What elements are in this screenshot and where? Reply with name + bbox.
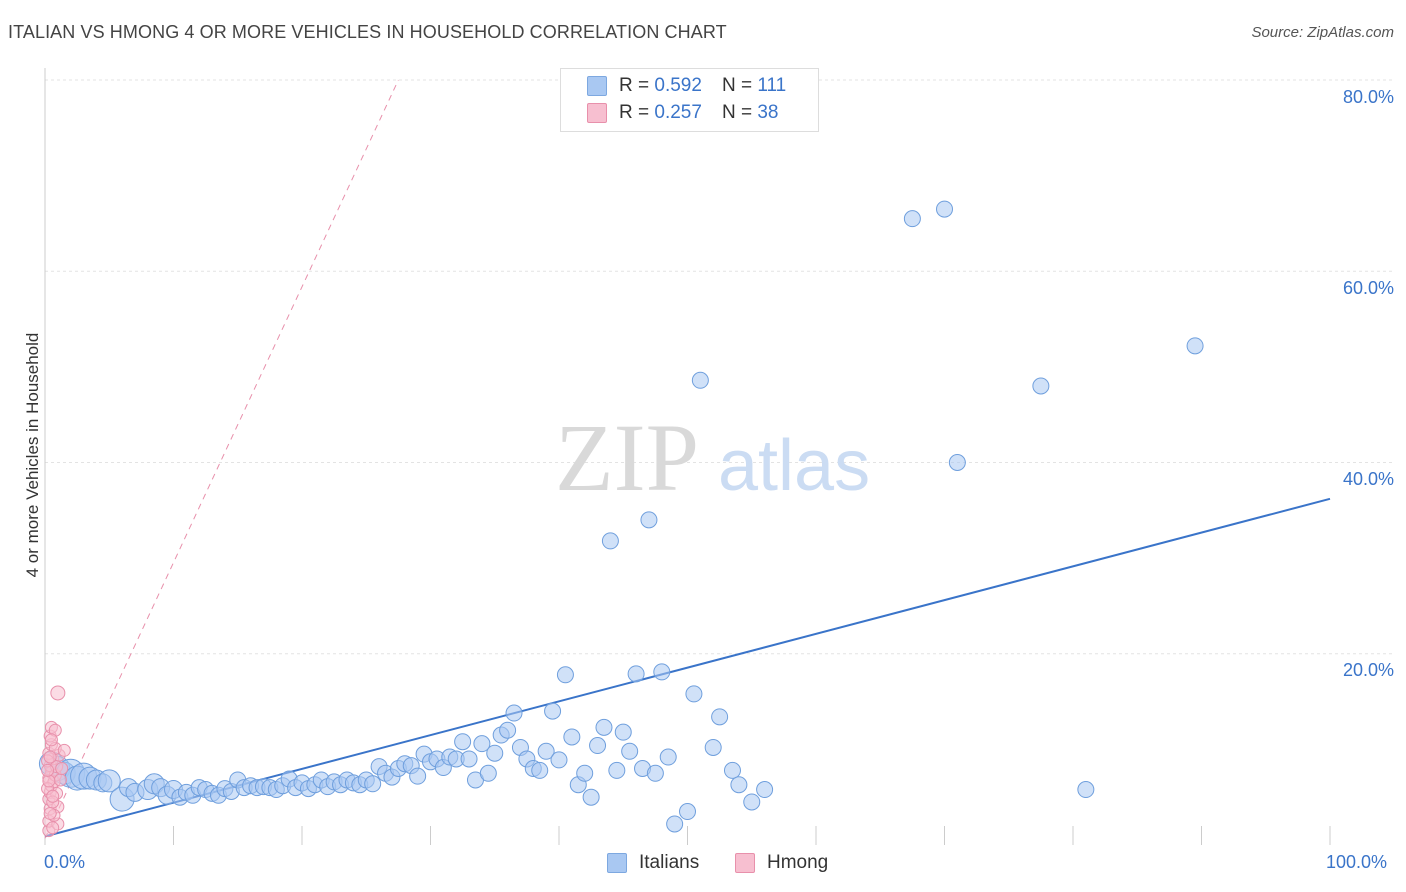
legend-label-hmong: Hmong: [767, 852, 829, 873]
chart-title: ITALIAN VS HMONG 4 OR MORE VEHICLES IN H…: [8, 22, 727, 42]
point-italians-77: [550, 751, 568, 769]
point-hmong-33: [55, 762, 69, 775]
point-hmong-34: [41, 763, 55, 777]
source-label: Source: ZipAtlas.com: [1251, 24, 1394, 41]
point-hmong-20: [46, 821, 60, 835]
point-italians-83: [589, 737, 607, 755]
point-italians-92: [646, 764, 664, 782]
point-italians-65: [473, 735, 491, 753]
point-italians-93: [653, 663, 671, 681]
point-italians-95: [666, 815, 684, 833]
point-italians-63: [460, 750, 478, 768]
point-hmong-32: [44, 733, 58, 747]
point-italians-107: [948, 454, 966, 471]
point-italians-82: [582, 788, 600, 806]
point-italians-104: [756, 781, 774, 799]
legend-swatch-italians: [587, 76, 607, 96]
point-italians-109: [1077, 781, 1095, 799]
legend-r-label: R =: [619, 75, 650, 96]
point-italians-85: [601, 532, 619, 550]
point-hmong-37: [57, 743, 71, 757]
point-italians-75: [537, 742, 555, 760]
point-italians-48: [364, 775, 382, 793]
point-italians-67: [486, 744, 504, 762]
gridlines: [45, 79, 1392, 655]
point-italians-81: [576, 764, 594, 782]
x-tick-label-max: 100.0%: [1326, 852, 1388, 872]
axes: [44, 68, 1331, 845]
point-italians-96: [679, 803, 696, 821]
point-italians-70: [505, 704, 523, 722]
legend-row-italians: R = 0.592 N = 111: [587, 73, 786, 99]
point-italians-94: [659, 748, 677, 766]
point-italians-105: [903, 210, 921, 228]
x-tick-label-min: 0.0%: [44, 852, 86, 872]
point-italians-66: [479, 764, 497, 782]
point-italians-87: [614, 723, 632, 741]
point-italians-9: [97, 769, 121, 793]
point-italians-74: [531, 761, 549, 779]
point-hmong-31: [50, 685, 66, 701]
legend-label-italians: Italians: [639, 852, 700, 873]
point-hmong-36: [46, 789, 60, 803]
point-italians-97: [685, 685, 703, 703]
point-italians-99: [704, 738, 722, 756]
point-italians-100: [711, 708, 729, 726]
trend-line-hmong: [44, 79, 399, 839]
point-italians-55: [409, 767, 427, 785]
point-italians-78: [556, 666, 574, 684]
legend-swatch-hmong: [587, 103, 607, 123]
legend-r-label: R =: [619, 102, 650, 123]
legend-n-value-italians: 111: [757, 75, 787, 96]
legend-item-italians[interactable]: Italians: [607, 852, 699, 874]
point-italians-101: [723, 761, 741, 779]
legend-swatch-hmong: [735, 853, 755, 873]
point-italians-110: [1186, 337, 1204, 355]
point-italians-91: [640, 511, 658, 529]
point-italians-98: [691, 371, 709, 389]
point-italians-106: [936, 200, 953, 218]
stats-legend: R = 0.592 N = 111 R = 0.257 N = 38: [560, 68, 819, 132]
y-tick-label-80: 80.0%: [1342, 87, 1394, 107]
legend-n-label: N =: [721, 102, 753, 123]
watermark-atlas: atlas: [718, 426, 870, 506]
point-italians-84: [595, 718, 613, 736]
point-italians-102: [730, 776, 748, 794]
y-tick-label-40: 40.0%: [1342, 469, 1394, 489]
y-tick-label-20: 20.0%: [1342, 660, 1394, 680]
legend-n-value-hmong: 38: [757, 102, 779, 123]
legend-item-hmong[interactable]: Hmong: [735, 852, 828, 874]
legend-r-value-italians: 0.592: [654, 75, 702, 96]
y-tick-label-60: 60.0%: [1342, 278, 1394, 298]
point-italians-69: [499, 721, 517, 739]
watermark: ZIP atlas: [555, 404, 870, 511]
point-italians-62: [454, 733, 472, 751]
watermark-zip: ZIP: [555, 404, 699, 511]
point-italians-108: [1032, 377, 1050, 395]
data-points: [38, 200, 1204, 838]
point-italians-86: [608, 761, 626, 779]
point-italians-79: [563, 728, 581, 746]
legend-r-value-hmong: 0.257: [654, 102, 702, 123]
y-axis-label: 4 or more Vehicles in Household: [23, 332, 42, 578]
point-italians-88: [621, 742, 639, 760]
legend-row-hmong: R = 0.257 N = 38: [587, 100, 778, 126]
point-italians-76: [544, 702, 562, 720]
legend-n-label: N =: [721, 75, 753, 96]
legend-swatch-italians: [607, 853, 627, 873]
point-hmong-28: [43, 806, 57, 820]
point-italians-89: [627, 665, 645, 683]
point-italians-103: [743, 793, 761, 811]
point-hmong-26: [53, 773, 67, 787]
point-hmong-35: [43, 750, 57, 764]
